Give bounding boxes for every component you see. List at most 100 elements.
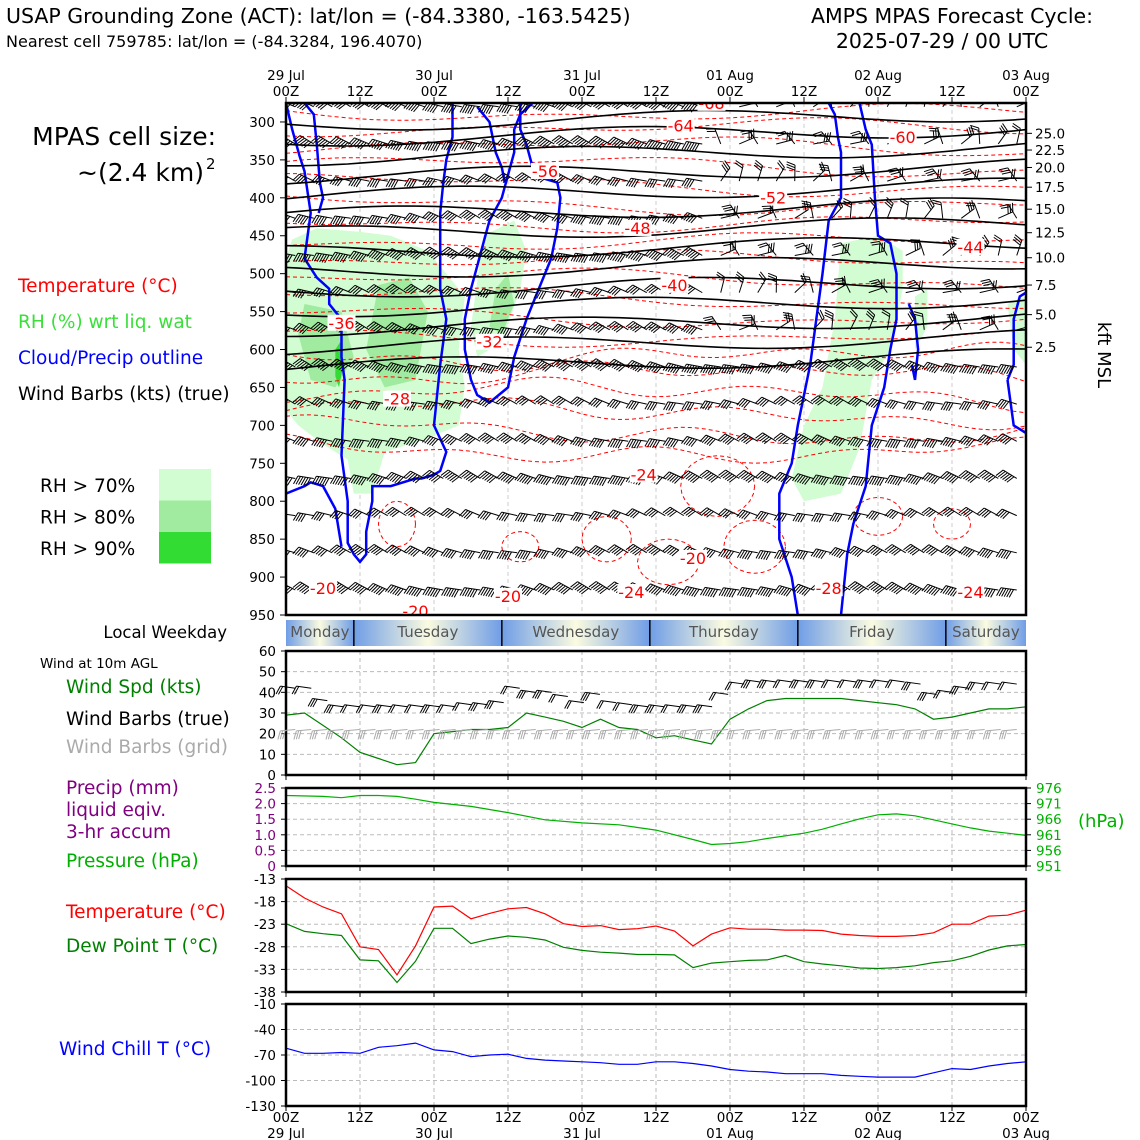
wind-barb-feather	[590, 176, 598, 184]
wind-barb-feather	[472, 730, 476, 740]
wind-barb-feather	[487, 588, 494, 597]
wind-barb-feather	[498, 512, 505, 521]
wind-barb-feather	[903, 438, 909, 448]
wind-barb	[456, 702, 472, 706]
wind-barb-feather	[722, 435, 730, 443]
wind-barb	[778, 511, 795, 517]
wind-barb	[798, 433, 814, 442]
wind-barb-feather	[644, 438, 650, 447]
wind-barb	[612, 398, 629, 405]
wind-barb	[705, 547, 721, 554]
y-tick-label: -100	[245, 1074, 276, 1090]
wind-barb-feather	[928, 364, 936, 372]
wind-barb-feather	[877, 364, 885, 372]
wind-barb-feather	[297, 548, 304, 556]
wind-barb-feather	[829, 395, 837, 403]
wind-barb-feather	[813, 549, 820, 558]
wind-barb-feather	[792, 473, 799, 482]
wind-barb-feather	[607, 581, 615, 588]
wind-barb-feather	[348, 177, 354, 186]
wind-barb-feather	[336, 548, 344, 555]
wind-barb-feather	[614, 178, 621, 187]
wind-barb	[942, 103, 947, 108]
wind-barb	[927, 583, 943, 591]
wind-barb-feather	[1002, 436, 1010, 444]
wind-barb-feather	[440, 548, 447, 556]
wind-barb-feather	[275, 253, 280, 261]
wind-barb-feather	[825, 89, 827, 98]
wind-barb-feather	[539, 139, 548, 146]
wind-barb-feather	[887, 400, 894, 409]
wind-barb-feather	[305, 254, 312, 264]
wind-barb-feather	[670, 142, 677, 151]
wind-barb-feather	[786, 161, 796, 166]
wind-barb-feather	[912, 364, 920, 372]
wind-barb-feather	[422, 400, 428, 410]
wind-barb-feather	[720, 509, 728, 517]
wind-barb-feather	[724, 511, 733, 519]
wind-barb-feather	[873, 400, 880, 409]
wind-barb	[298, 288, 314, 294]
wind-barb	[834, 435, 851, 442]
wind-barb-feather	[742, 730, 746, 740]
wind-barb-feather	[521, 436, 529, 444]
wind-barb-feather	[502, 176, 511, 183]
wind-barb-feather	[348, 543, 356, 551]
wind-barb-feather	[868, 679, 875, 689]
wind-barb-feather	[532, 103, 539, 109]
wind-barb-feather	[519, 103, 526, 112]
temperature-label-bg	[617, 584, 646, 601]
wind-barb-feather	[484, 213, 492, 220]
wind-barb-feather	[297, 513, 304, 522]
wind-barb	[371, 438, 388, 442]
wind-barb-feather	[405, 546, 413, 554]
wind-barb-feather	[654, 440, 661, 449]
wind-barb-feather	[708, 438, 716, 446]
wind-barb	[891, 359, 906, 368]
wind-barb-feather	[857, 439, 864, 448]
wind-barb-feather	[625, 284, 634, 292]
wind-barb-feather	[967, 203, 971, 212]
wind-barb-feather	[988, 90, 990, 99]
wind-barb	[686, 363, 703, 368]
wind-barb	[464, 140, 481, 145]
wind-barb-feather	[663, 401, 669, 411]
wind-barb-feather	[646, 508, 654, 516]
wind-barb-feather	[593, 324, 601, 331]
wind-barb-feather	[431, 550, 439, 558]
wind-barb-feather	[378, 365, 386, 373]
wind-barb-feather	[967, 682, 973, 691]
wind-barb-feather	[630, 546, 638, 553]
wind-barb-feather	[891, 730, 895, 740]
wind-barb	[391, 322, 407, 331]
wind-barb-feather	[390, 363, 397, 372]
wind-barb-feather	[907, 281, 916, 286]
wind-barb-feather	[630, 401, 637, 410]
wind-barb-feather	[948, 402, 954, 412]
wind-barb	[1001, 681, 1017, 685]
wind-barb-feather	[942, 472, 950, 480]
wind-barb-feather	[932, 199, 942, 203]
wind-barb-feather	[556, 361, 564, 368]
wind-barb-feather	[964, 364, 970, 374]
wind-barb-feather	[426, 437, 434, 445]
wind-barb-feather	[653, 252, 661, 261]
wind-barb-feather	[479, 433, 488, 441]
wind-barb-feather	[396, 476, 404, 485]
wind-barb-feather	[870, 583, 879, 591]
wind-barb-feather	[406, 178, 412, 187]
wind-barb-feather	[440, 325, 447, 335]
wind-barb-feather	[411, 402, 417, 412]
wind-barb-feather	[408, 249, 416, 257]
wind-barb-feather	[356, 326, 365, 333]
wind-barb-feather	[630, 323, 638, 330]
wind-barb	[446, 547, 462, 554]
wind-barb-feather	[786, 163, 796, 169]
wind-barb-feather	[346, 730, 350, 740]
wind-barb-feather	[911, 549, 920, 556]
wind-barb-feather	[410, 730, 414, 740]
wind-barb-feather	[354, 324, 363, 332]
wind-barb-feather	[986, 438, 994, 446]
temperature-label-bg	[666, 117, 695, 134]
wind-barb-feather	[801, 200, 811, 204]
